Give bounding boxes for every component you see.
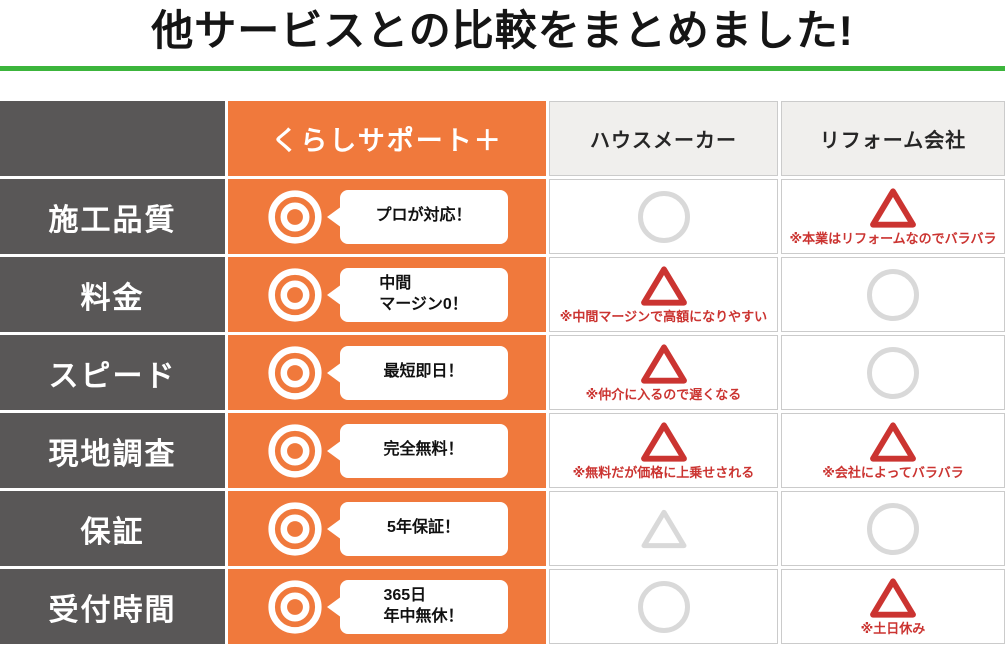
speech-bubble: 365日 年中無休！	[326, 579, 508, 634]
comparison-table: くらしサポート＋ ハウスメーカー リフォーム会社 施工品質 プロが対応！ ※本業…	[0, 101, 1005, 645]
red-triangle-icon	[640, 266, 687, 306]
reform-cell	[781, 491, 1005, 567]
reform-cell	[781, 257, 1005, 333]
page-title: 他サービスとの比較をまとめました!	[151, 7, 854, 54]
bubble-text: 5年保証！	[387, 519, 460, 537]
housemaker-cell	[549, 491, 778, 567]
double-circle-icon	[267, 424, 322, 478]
gray-circle-icon	[867, 268, 919, 321]
gray-circle-icon	[637, 580, 690, 633]
header-ours-cell: くらしサポート＋	[228, 101, 546, 177]
reform-cell: ※土日休み	[781, 569, 1005, 645]
header-feature-cell	[0, 101, 225, 177]
bubble-tail-icon	[326, 283, 342, 306]
row-label: スピード	[0, 335, 225, 411]
reform-cell: ※会社によってバラバラ	[781, 413, 1005, 489]
mark-note: ※土日休み	[860, 621, 926, 637]
title-underline	[0, 66, 1005, 72]
bubble-text: 中間 マージン0！	[379, 275, 468, 313]
ours-cell: 最短即日！	[228, 335, 546, 411]
red-triangle-icon	[870, 578, 916, 618]
header-housemaker-cell: ハウスメーカー	[549, 101, 778, 177]
red-triangle-icon	[640, 344, 687, 384]
bubble-tail-icon	[326, 517, 342, 540]
header-reform-cell: リフォーム会社	[781, 101, 1005, 177]
mark-note: ※仲介に入るので遅くなる	[585, 387, 742, 403]
mark-note: ※無料だが価格に上乗せされる	[572, 465, 755, 481]
speech-bubble: 最短即日！	[326, 345, 508, 400]
ours-cell: 5年保証！	[228, 491, 546, 567]
bubble-tail-icon	[326, 205, 342, 228]
mark-note: ※会社によってバラバラ	[822, 465, 964, 481]
double-circle-icon	[267, 190, 322, 244]
bubble-tail-icon	[326, 595, 342, 618]
gray-triangle-icon	[641, 509, 686, 548]
reform-cell	[781, 335, 1005, 411]
row-label: 現地調査	[0, 413, 225, 489]
red-triangle-icon	[640, 422, 687, 462]
housemaker-cell: ※中間マージンで高額になりやすい	[549, 257, 778, 333]
double-circle-icon	[267, 580, 322, 634]
bubble-text: プロが対応！	[375, 207, 472, 225]
red-triangle-icon	[870, 188, 916, 228]
housemaker-cell: ※無料だが価格に上乗せされる	[549, 413, 778, 489]
mark-note: ※本業はリフォームなのでバラバラ	[789, 231, 997, 247]
housemaker-cell: ※仲介に入るので遅くなる	[549, 335, 778, 411]
row-label: 受付時間	[0, 569, 225, 645]
bubble-tail-icon	[326, 361, 342, 384]
ours-cell: 365日 年中無休！	[228, 569, 546, 645]
gray-circle-icon	[867, 502, 919, 555]
double-circle-icon	[267, 502, 322, 556]
speech-bubble: 中間 マージン0！	[326, 267, 508, 322]
bubble-text: 完全無料！	[383, 441, 464, 459]
mark-note: ※中間マージンで高額になりやすい	[559, 309, 768, 325]
double-circle-icon	[267, 346, 322, 400]
gray-circle-icon	[637, 190, 690, 243]
bubble-tail-icon	[326, 439, 342, 462]
red-triangle-icon	[870, 422, 916, 462]
bubble-text: 最短即日！	[383, 363, 464, 381]
gray-circle-icon	[867, 346, 919, 399]
row-label: 料金	[0, 257, 225, 333]
bubble-text: 365日 年中無休！	[383, 587, 464, 625]
housemaker-cell	[549, 179, 778, 255]
speech-bubble: 完全無料！	[326, 423, 508, 478]
speech-bubble: プロが対応！	[326, 189, 508, 244]
row-label: 施工品質	[0, 179, 225, 255]
ours-cell: 中間 マージン0！	[228, 257, 546, 333]
row-label: 保証	[0, 491, 225, 567]
ours-cell: プロが対応！	[228, 179, 546, 255]
ours-cell: 完全無料！	[228, 413, 546, 489]
housemaker-cell	[549, 569, 778, 645]
reform-cell: ※本業はリフォームなのでバラバラ	[781, 179, 1005, 255]
double-circle-icon	[267, 268, 322, 322]
speech-bubble: 5年保証！	[326, 501, 508, 556]
